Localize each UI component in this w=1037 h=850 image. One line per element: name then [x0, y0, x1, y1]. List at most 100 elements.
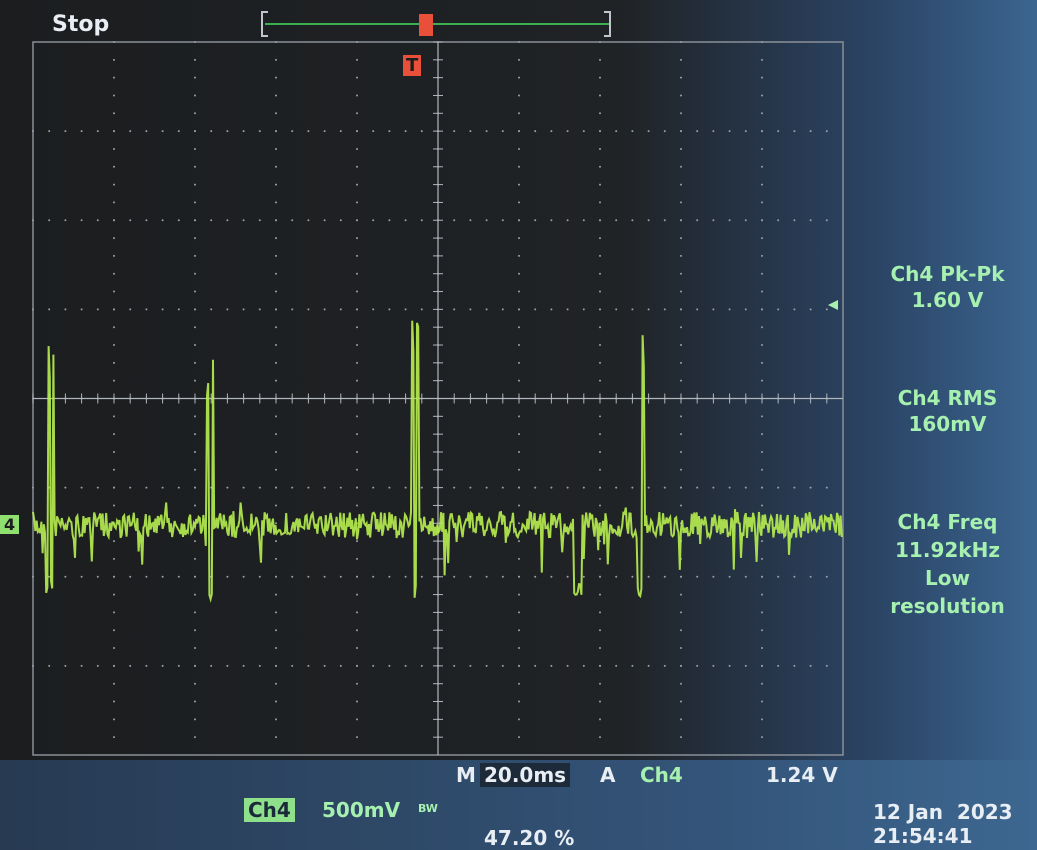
grid-dot	[340, 665, 342, 667]
grid-dot	[599, 166, 601, 168]
grid-dot	[599, 130, 601, 132]
grid-dot	[421, 576, 423, 578]
grid-dot	[81, 487, 83, 489]
grid-dot	[518, 166, 520, 168]
grid-dot	[518, 487, 520, 489]
grid-dot	[243, 665, 245, 667]
grid-dot	[243, 487, 245, 489]
grid-dot	[356, 273, 358, 275]
grid-dot	[324, 308, 326, 310]
grid-dot	[275, 576, 277, 578]
grid-dot	[712, 576, 714, 578]
grid-dot	[745, 308, 747, 310]
grid-dot	[275, 59, 277, 61]
grid-dot	[340, 576, 342, 578]
grid-dot	[372, 308, 374, 310]
grid-dot	[113, 308, 115, 310]
grid-dot	[518, 237, 520, 239]
grid-dot	[680, 504, 682, 506]
grid-dot	[518, 130, 520, 132]
grid-dot	[469, 487, 471, 489]
grid-dot	[275, 166, 277, 168]
grid-dot	[405, 576, 407, 578]
grid-dot	[356, 166, 358, 168]
grid-dot	[113, 701, 115, 703]
grid-dot	[194, 665, 196, 667]
grid-dot	[113, 237, 115, 239]
grid-dot	[32, 130, 34, 132]
grid-dot	[356, 362, 358, 364]
grid-dot	[696, 665, 698, 667]
grid-dot	[194, 130, 196, 132]
grid-dot	[113, 451, 115, 453]
grid-dot	[194, 308, 196, 310]
grid-dot	[793, 308, 795, 310]
grid-dot	[275, 308, 277, 310]
grid-dot	[518, 611, 520, 613]
grid-dot	[275, 558, 277, 560]
grid-dot	[599, 237, 601, 239]
grid-dot	[761, 558, 763, 560]
grid-dot	[405, 219, 407, 221]
grid-dot	[356, 647, 358, 649]
grid-dot	[599, 112, 601, 114]
grid-dot	[194, 576, 196, 578]
grid-dot	[810, 219, 812, 221]
grid-dot	[307, 576, 309, 578]
grid-dot	[372, 219, 374, 221]
grid-dot	[761, 77, 763, 79]
grid-dot	[680, 308, 682, 310]
grid-dot	[210, 130, 212, 132]
grid-dot	[518, 201, 520, 203]
grid-dot	[826, 576, 828, 578]
grid-dot	[275, 273, 277, 275]
grid-dot	[761, 380, 763, 382]
grid-dot	[680, 59, 682, 61]
grid-dot	[518, 665, 520, 667]
measurement-label: Ch4 RMS	[870, 386, 1025, 410]
grid-dot	[518, 718, 520, 720]
grid-dot	[340, 219, 342, 221]
grid-dot	[194, 59, 196, 61]
grid-dot	[48, 665, 50, 667]
grid-dot	[388, 308, 390, 310]
grid-dot	[405, 308, 407, 310]
grid-dot	[518, 112, 520, 114]
grid-dot	[680, 415, 682, 417]
grid-dot	[745, 665, 747, 667]
grid-dot	[534, 665, 536, 667]
grid-dot	[194, 736, 196, 738]
grid-dot	[518, 291, 520, 293]
grid-dot	[194, 629, 196, 631]
grid-dot	[680, 665, 682, 667]
grid-dot	[226, 219, 228, 221]
grid-dot	[583, 308, 585, 310]
grid-dot	[356, 326, 358, 328]
grid-dot	[113, 647, 115, 649]
grid-dot	[405, 130, 407, 132]
grid-dot	[162, 219, 164, 221]
grid-dot	[356, 219, 358, 221]
grid-dot	[113, 77, 115, 79]
grid-dot	[356, 308, 358, 310]
grid-dot	[469, 576, 471, 578]
grid-dot	[680, 380, 682, 382]
grid-dot	[518, 380, 520, 382]
grid-dot	[599, 59, 601, 61]
grid-dot	[307, 130, 309, 132]
grid-dot	[81, 219, 83, 221]
grid-dot	[194, 273, 196, 275]
grid-dot	[194, 647, 196, 649]
grid-dot	[599, 718, 601, 720]
grid-dot	[631, 308, 633, 310]
grid-dot	[162, 576, 164, 578]
grid-dot	[48, 576, 50, 578]
grid-dot	[113, 219, 115, 221]
trigger-marker: T	[403, 55, 421, 76]
grid-dot	[356, 665, 358, 667]
grid-dot	[259, 665, 261, 667]
grid-dot	[340, 130, 342, 132]
grid-dot	[534, 219, 536, 221]
grid-dot	[145, 487, 147, 489]
grid-dot	[48, 219, 50, 221]
